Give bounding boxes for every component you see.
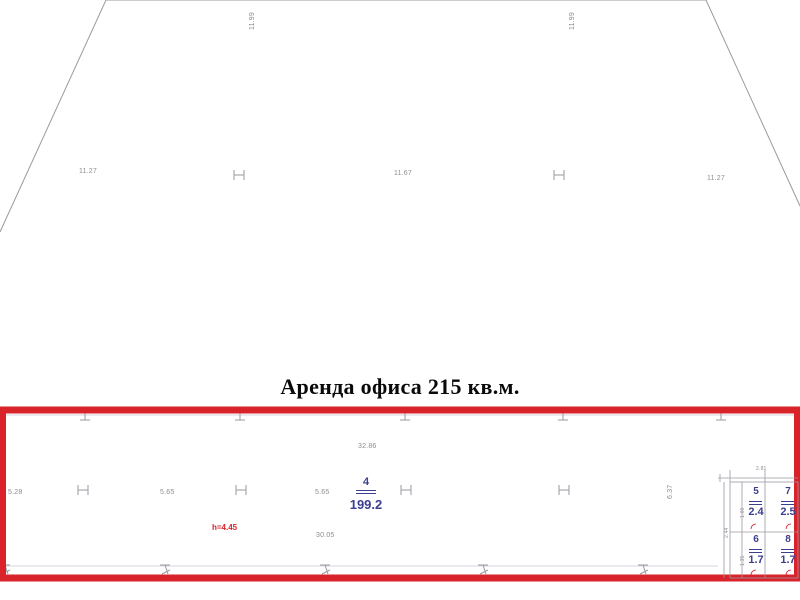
room-number-7: 7 bbox=[785, 486, 791, 497]
room-area-5: 2.4 bbox=[748, 506, 764, 518]
room-label-divider-main bbox=[356, 490, 376, 494]
room-label-divider-6 bbox=[749, 549, 762, 553]
room-area-main: 199.2 bbox=[349, 497, 383, 512]
dimension-label-upper-center: 11.67 bbox=[394, 170, 412, 177]
dimension-label-lower-vert-right: 6.37 bbox=[667, 484, 674, 499]
detail-rooms-drawing bbox=[718, 470, 799, 579]
room-label-divider-8 bbox=[781, 549, 794, 553]
room-number-6: 6 bbox=[753, 534, 759, 545]
page-title: Аренда офиса 215 кв.м. bbox=[280, 374, 520, 399]
dimension-label-bay-2: 5.65 bbox=[160, 489, 175, 496]
ceiling-height-note: h=4.45 bbox=[212, 523, 238, 532]
room-label-divider-7 bbox=[781, 501, 794, 505]
dimension-label-bay-1: 5.28 bbox=[8, 489, 23, 496]
room-number-main: 4 bbox=[362, 476, 370, 488]
dimension-label-lower-top: 32.86 bbox=[358, 443, 377, 450]
detail-dimension-top: 2.81 bbox=[756, 466, 767, 472]
room-area-8: 1.7 bbox=[780, 554, 796, 566]
detail-dimension-left: 2.44 bbox=[724, 527, 730, 538]
room-number-5: 5 bbox=[753, 486, 759, 497]
detail-rooms-block: 2.81 2.44 1.00 1.35 5 2.4 7 2.5 6 1.7 8 … bbox=[718, 466, 800, 580]
dimension-label-upper-left: 11.27 bbox=[79, 168, 97, 175]
room-area-7: 2.5 bbox=[780, 506, 796, 518]
room-area-6: 1.7 bbox=[748, 554, 764, 566]
dimension-label-lower-bottom: 30.05 bbox=[316, 532, 335, 539]
room-number-8: 8 bbox=[785, 534, 791, 545]
dimension-label-upper-right: 11.27 bbox=[707, 175, 725, 182]
dimension-label-bay-3: 5.65 bbox=[315, 489, 330, 496]
room-label-divider-5 bbox=[749, 501, 762, 505]
